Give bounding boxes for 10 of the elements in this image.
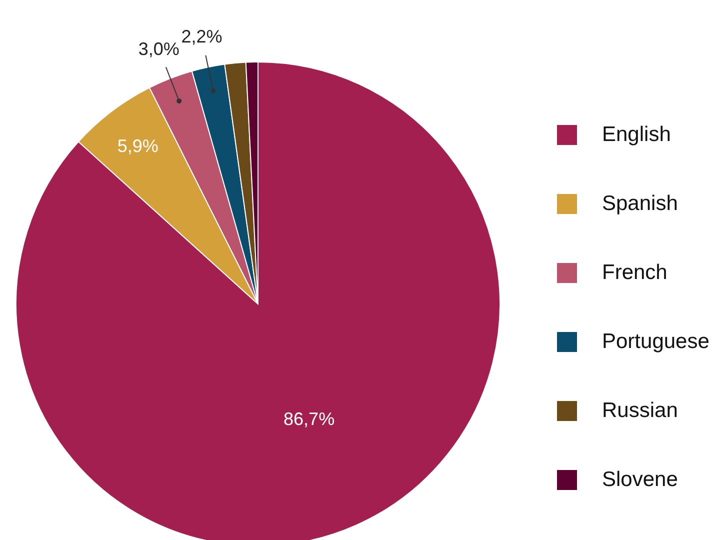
data-label: 5,9% — [117, 136, 158, 156]
legend-label: Spanish — [602, 192, 678, 216]
legend-label: Russian — [602, 398, 678, 422]
data-label: 86,7% — [284, 409, 335, 430]
legend-label: English — [602, 122, 671, 146]
legend-label: French — [602, 260, 668, 284]
legend-label: Portuguese — [602, 330, 710, 354]
data-label: 2,2% — [181, 26, 222, 46]
data-label: 3,0% — [138, 39, 180, 60]
legend-label: Slovene — [602, 468, 678, 492]
